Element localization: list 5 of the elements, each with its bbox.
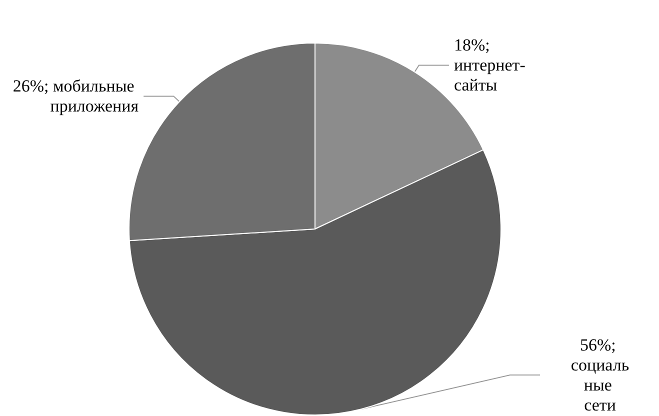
data-label: 18%; bbox=[454, 36, 494, 55]
data-label: 56%; bbox=[580, 336, 620, 354]
slice-label: интернет-сайты bbox=[454, 56, 526, 95]
slice-label: социальные сети bbox=[570, 356, 630, 414]
slice-label: 26%; мобильные приложения bbox=[12, 76, 139, 116]
